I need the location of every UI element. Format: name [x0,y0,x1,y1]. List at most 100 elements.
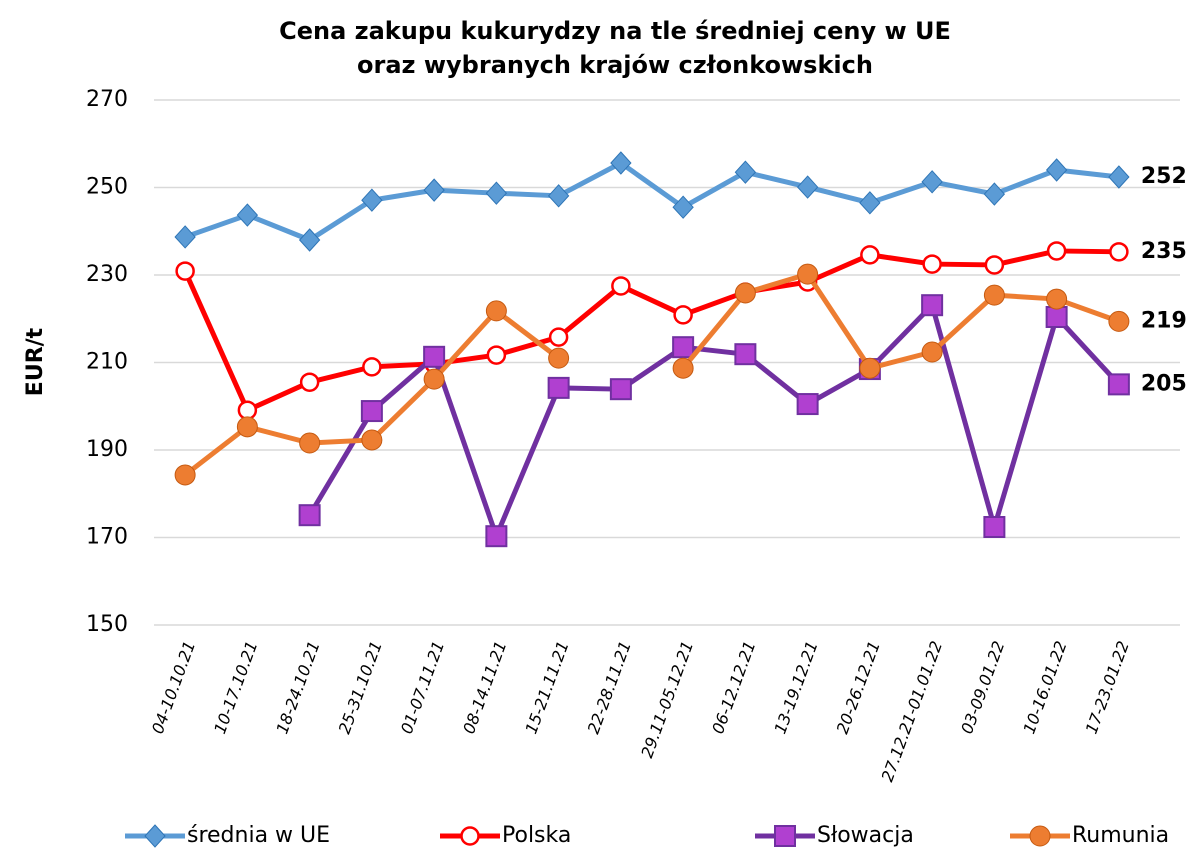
x-tick-label: 10-17.10.21 [210,638,261,736]
data-label: 219 [1141,308,1187,333]
data-label: 235 [1141,239,1187,264]
point [298,228,321,252]
point [921,341,943,363]
x-tick-label: 06-12.12.21 [708,638,759,736]
legend-marker [460,826,480,846]
point [610,151,632,175]
legend-marker [144,824,166,848]
point [1045,306,1068,328]
y-tick-label: 230 [86,262,128,287]
x-tick-label: 08-14.11.21 [459,638,510,736]
point [983,182,1006,206]
series [175,241,1129,420]
series-line [307,302,1121,539]
y-tick-label: 270 [86,87,128,112]
point [797,263,819,285]
point [611,276,631,296]
point [796,393,819,416]
legend-item: Słowacja [755,823,914,848]
y-tick-label: 250 [86,175,128,200]
point [796,175,819,199]
y-tick-label: 210 [86,350,128,375]
point [548,327,569,347]
data-label: 205 [1141,371,1187,396]
x-tick-label: 29.11-05.12.21 [637,638,697,760]
point [174,225,196,249]
y-axis-label: EUR/t [23,327,48,396]
x-tick-label: 20-26.12.21 [833,638,884,736]
series [174,151,1130,252]
point [1046,241,1067,261]
point [485,300,507,322]
point [734,160,757,184]
chart-title: Cena zakupu kukurydzy na tle średniej ce… [279,17,951,45]
x-tick-label: 27.12.21-01.01.22 [878,638,947,784]
point [423,178,445,202]
legend-marker [774,825,796,847]
point [984,255,1005,275]
y-tick-label: 170 [86,525,128,550]
point [174,464,196,486]
point [983,516,1006,538]
point [859,357,881,379]
series [298,294,1130,548]
x-tick-label: 03-09.01.22 [957,638,1008,736]
point [922,254,942,274]
point [1108,310,1130,332]
point [236,203,259,227]
point [236,416,258,438]
legend-label: Słowacja [817,823,914,848]
point [175,261,195,281]
x-tick-label: 22-28.11.21 [584,638,635,736]
point [361,429,383,451]
point [361,188,383,212]
point [734,343,757,366]
point [547,376,570,399]
x-tick-label: 01-07.11.21 [397,638,448,736]
point [299,372,320,392]
series-line [182,248,1119,413]
point [485,181,508,205]
point [609,378,632,401]
point [859,191,881,215]
point [1046,288,1068,310]
point [360,400,383,423]
point [485,525,508,548]
legend-label: Polska [502,823,571,848]
legend-label: średnia w UE [187,823,330,848]
point [673,305,693,325]
x-tick-label: 15-21.11.21 [521,638,572,736]
point [1045,158,1068,182]
point [237,400,258,420]
legend-item: Polska [440,823,571,848]
point [672,357,694,379]
point [423,345,446,368]
y-tick-label: 150 [86,612,128,637]
x-tick-label: 04-10.10.21 [148,638,199,736]
legend-item: Rumunia [1010,823,1169,848]
point [1107,373,1130,396]
series [174,263,1130,486]
x-tick-label: 17-23.01.22 [1082,638,1133,736]
point [547,184,570,208]
point [1109,242,1129,262]
point [921,170,943,194]
legend-item: średnia w UE [125,823,330,848]
point [860,245,880,265]
chart-title: oraz wybranych krajów członkowskich [357,51,873,79]
legend-label: Rumunia [1072,823,1169,848]
point [983,284,1005,306]
point [672,195,694,219]
point [362,357,382,377]
point [298,504,321,527]
y-tick-label: 190 [86,437,128,462]
legend-marker [1029,825,1051,847]
x-tick-label: 10-16.01.22 [1019,638,1070,736]
point [921,294,944,317]
point [423,368,445,390]
x-tick-label: 13-19.12.21 [770,638,821,736]
data-label: 252 [1141,164,1187,189]
series-line [184,160,1120,243]
point [548,347,570,369]
